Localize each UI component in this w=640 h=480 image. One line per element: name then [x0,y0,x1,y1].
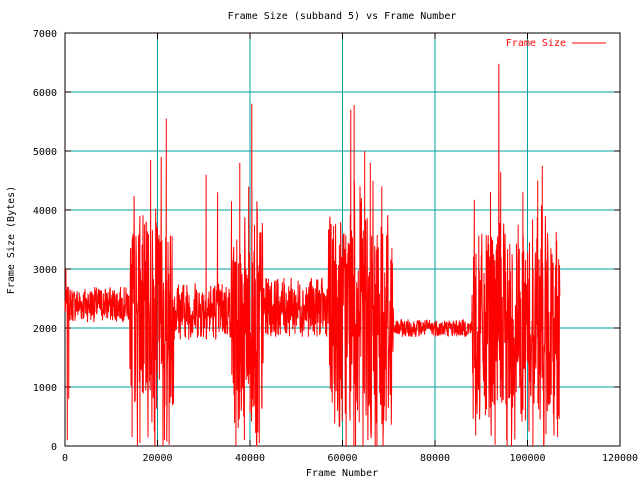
legend-label: Frame Size [506,38,566,49]
x-axis-label: Frame Number [306,468,378,479]
y-tick-label: 2000 [33,324,57,335]
y-tick-label: 7000 [33,29,57,40]
x-tick-label: 120000 [602,453,638,464]
x-tick-label: 40000 [235,453,265,464]
chart-title: Frame Size (subband 5) vs Frame Number [228,11,457,22]
y-tick-label: 4000 [33,206,57,217]
legend: Frame Size [506,38,606,49]
y-tick-label: 0 [51,442,57,453]
y-tick-label: 3000 [33,265,57,276]
x-tick-label: 60000 [327,453,357,464]
x-tick-label: 80000 [420,453,450,464]
x-tick-label: 100000 [509,453,545,464]
y-tick-label: 6000 [33,88,57,99]
x-tick-labels: 0 20000 40000 60000 80000 100000 120000 [62,453,638,464]
y-axis-label: Frame Size (Bytes) [6,186,17,294]
y-tick-label: 5000 [33,147,57,158]
x-tick-label: 20000 [142,453,172,464]
y-tick-labels: 0 1000 2000 3000 4000 5000 6000 7000 [33,29,57,453]
axis-ticks [64,32,621,447]
y-tick-label: 1000 [33,383,57,394]
x-tick-label: 0 [62,453,68,464]
series-line-frame-size [64,63,561,447]
